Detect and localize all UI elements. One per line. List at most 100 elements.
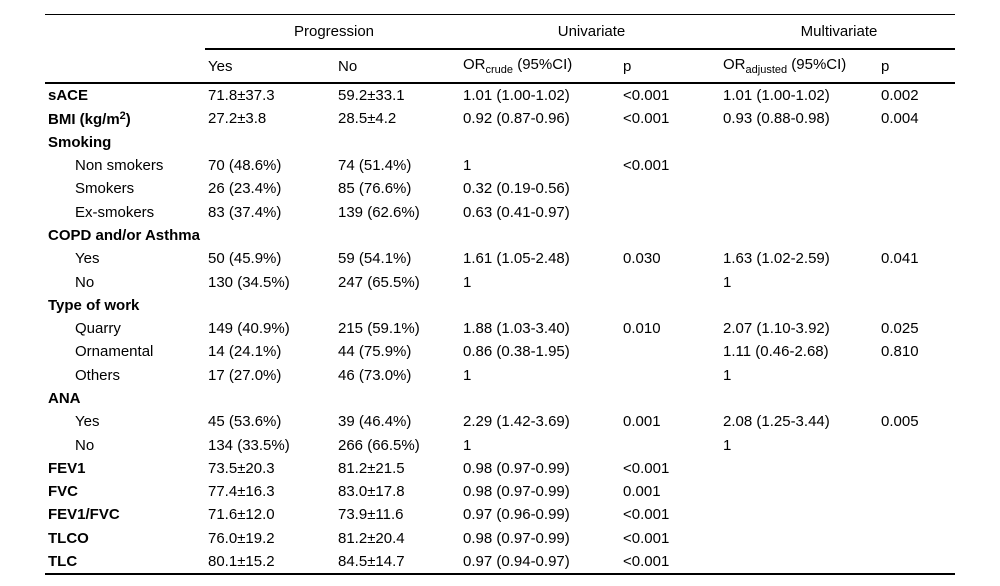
cell-yes: 71.8±37.3 bbox=[208, 87, 275, 105]
cell-or-crude: 1.01 (1.00-1.02) bbox=[463, 87, 570, 105]
cell-p-univariate bbox=[620, 340, 720, 363]
row-label: TLC bbox=[45, 549, 205, 576]
cell-p-multivariate: 0.002 bbox=[881, 87, 919, 105]
cell-p-univariate bbox=[620, 364, 720, 387]
cell-or-adjusted bbox=[720, 480, 878, 503]
header-spacer bbox=[45, 14, 205, 49]
cell-or-adjusted bbox=[720, 503, 878, 526]
cell-p-multivariate bbox=[878, 200, 955, 223]
cell-or-adjusted: 1 bbox=[723, 366, 732, 384]
cell-p-univariate: <0.001 bbox=[623, 529, 670, 547]
cell-no: 247 (65.5%) bbox=[338, 273, 420, 291]
cell-p-multivariate bbox=[878, 154, 955, 177]
cell-p-univariate: 0.001 bbox=[623, 483, 661, 501]
header-label-spacer bbox=[45, 49, 205, 84]
cell-p-univariate bbox=[620, 131, 720, 154]
row-label: Smoking bbox=[48, 133, 112, 151]
table-row: No 130 (34.5%) 247 (65.5%) 1 1 bbox=[45, 270, 955, 293]
row-label: ANA bbox=[48, 390, 81, 407]
or-adjusted-subscript: adjusted bbox=[745, 64, 788, 76]
cell-no bbox=[335, 224, 460, 247]
cell-no: 81.2±20.4 bbox=[338, 529, 405, 547]
cell-p-univariate: <0.001 bbox=[623, 506, 670, 524]
or-crude-post: (95%CI) bbox=[513, 56, 573, 73]
table-row: Ex-smokers 83 (37.4%) 139 (62.6%) 0.63 (0.4… bbox=[45, 200, 955, 223]
cell-or-adjusted: 2.08 (1.25-3.44) bbox=[723, 413, 830, 431]
header-group-row: Progression Univariate Multivariate bbox=[45, 14, 956, 50]
cell-yes: 50 (45.9%) bbox=[208, 250, 282, 268]
row-label: FEV1 bbox=[48, 459, 86, 477]
row-label: FEV1/FVC bbox=[48, 506, 120, 524]
cell-yes: 77.4±16.3 bbox=[208, 483, 275, 501]
cell-yes: 45 (53.6%) bbox=[208, 413, 282, 431]
cell-or-crude: 0.86 (0.38-1.95) bbox=[463, 343, 570, 361]
cell-p-univariate: <0.001 bbox=[623, 87, 670, 105]
cell-or-adjusted bbox=[720, 154, 878, 177]
row-label: Yes bbox=[75, 250, 100, 268]
cell-p-multivariate bbox=[878, 457, 955, 480]
cell-or-crude: 1 bbox=[463, 436, 472, 454]
header-col-no: No bbox=[335, 49, 461, 84]
cell-p-multivariate: 0.810 bbox=[881, 343, 919, 361]
row-label: COPD and/or Asthma bbox=[48, 226, 200, 244]
cell-p-multivariate bbox=[878, 527, 955, 550]
cell-or-crude: 0.97 (0.94-0.97) bbox=[460, 549, 621, 576]
cell-no: 44 (75.9%) bbox=[338, 343, 412, 361]
cell-or-adjusted bbox=[720, 177, 878, 200]
cell-p-multivariate bbox=[878, 503, 955, 526]
cell-or-crude bbox=[460, 294, 620, 317]
table-row: FEV1/FVC 71.6±12.0 73.9±11.6 0.97 (0.96-0.9… bbox=[45, 503, 955, 526]
header-col-or-adjusted: ORadjusted (95%CI) bbox=[720, 49, 879, 84]
cell-or-adjusted: 1.11 (0.46-2.68) bbox=[723, 343, 829, 361]
cell-or-adjusted bbox=[720, 527, 878, 550]
cell-no bbox=[335, 294, 460, 317]
cell-or-adjusted bbox=[720, 294, 878, 317]
row-label: Ex-smokers bbox=[75, 203, 155, 221]
cell-p-multivariate: 0.005 bbox=[881, 413, 919, 431]
cell-no: 59 (54.1%) bbox=[338, 250, 412, 268]
cell-or-crude bbox=[460, 224, 620, 247]
cell-yes: 27.2±3.8 bbox=[208, 110, 267, 128]
row-label: Others bbox=[75, 366, 121, 384]
or-crude-pre: OR bbox=[463, 56, 486, 73]
cell-yes: 149 (40.9%) bbox=[208, 320, 290, 338]
cell-no: 74 (51.4%) bbox=[338, 157, 412, 175]
cell-or-adjusted bbox=[720, 224, 878, 247]
header-group-multivariate: Multivariate bbox=[720, 14, 956, 50]
row-label: sACE bbox=[48, 87, 89, 105]
cell-p-univariate bbox=[620, 224, 720, 247]
header-col-or-crude: ORcrude (95%CI) bbox=[460, 49, 621, 84]
table-row: sACE 71.8±37.3 59.2±33.1 1.01 (1.00-1.02) <0… bbox=[45, 83, 955, 107]
cell-p-multivariate bbox=[878, 364, 955, 387]
cell-p-univariate: 0.001 bbox=[623, 413, 661, 431]
cell-yes: 26 (23.4%) bbox=[208, 180, 282, 198]
cell-yes bbox=[205, 224, 335, 247]
cell-or-crude: 1.88 (1.03-3.40) bbox=[463, 320, 570, 338]
row-label: TLCO bbox=[48, 529, 89, 547]
table-row: Yes 50 (45.9%) 59 (54.1%) 1.61 (1.05-2.48) 0… bbox=[45, 247, 955, 270]
header-group-univariate: Univariate bbox=[460, 14, 721, 50]
statistics-table: Progression Univariate Multivariate Yes … bbox=[45, 14, 956, 576]
cell-or-crude: 0.98 (0.97-0.99) bbox=[463, 483, 570, 501]
table-row: BMI (kg/m2) 27.2±3.8 28.5±4.2 0.92 (0.87-0.… bbox=[45, 107, 955, 130]
cell-or-crude: 0.98 (0.97-0.99) bbox=[463, 529, 570, 547]
cell-p-multivariate bbox=[878, 549, 956, 576]
cell-p-univariate bbox=[620, 177, 720, 200]
table-row: Others 17 (27.0%) 46 (73.0%) 1 1 bbox=[45, 364, 955, 387]
cell-p-multivariate bbox=[878, 433, 955, 456]
header-col-p-univariate: p bbox=[620, 49, 721, 84]
header-columns-row: Yes No ORcrude (95%CI) p ORadjusted (95%… bbox=[45, 49, 956, 84]
row-label: FVC bbox=[48, 483, 78, 501]
cell-p-multivariate bbox=[878, 177, 955, 200]
cell-no bbox=[335, 387, 460, 410]
cell-p-univariate: <0.001 bbox=[623, 110, 670, 128]
table-row: Smokers 26 (23.4%) 85 (76.6%) 0.32 (0.19-0.… bbox=[45, 177, 955, 200]
table-row: No 134 (33.5%) 266 (66.5%) 1 1 bbox=[45, 433, 955, 456]
row-label: Type of work bbox=[48, 296, 140, 314]
table-row: Type of work bbox=[45, 294, 955, 317]
header-group-progression: Progression bbox=[205, 14, 461, 50]
cell-p-univariate bbox=[620, 200, 720, 223]
cell-no: 139 (62.6%) bbox=[338, 203, 420, 221]
table-row: Yes 45 (53.6%) 39 (46.4%) 2.29 (1.42-3.69) 0… bbox=[45, 410, 955, 433]
